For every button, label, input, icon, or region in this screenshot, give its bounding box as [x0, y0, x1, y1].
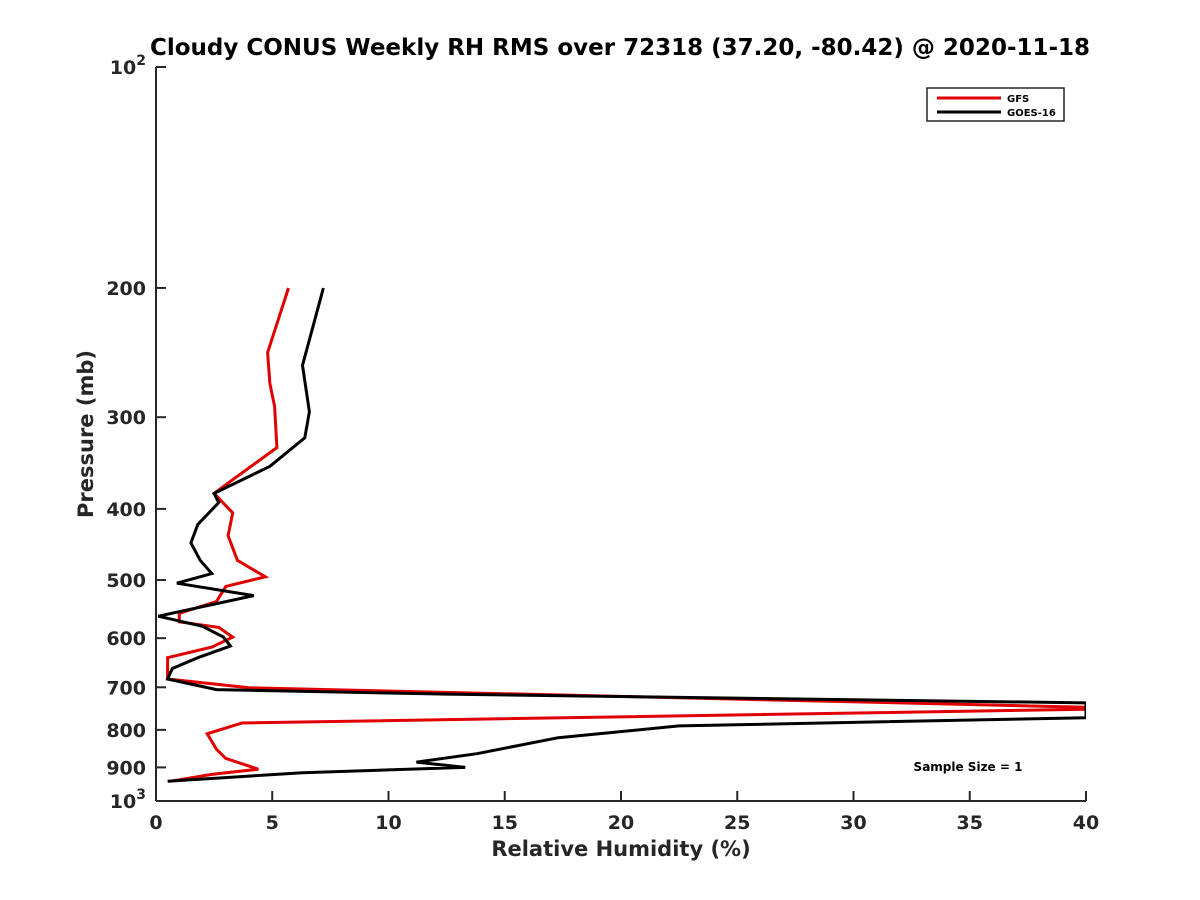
chart-title: Cloudy CONUS Weekly RH RMS over 72318 (3…: [150, 35, 1090, 61]
y-tick-label: 400: [106, 499, 146, 521]
legend: GFS GOES-16: [926, 87, 1065, 122]
y-tick-label: 103: [110, 787, 146, 813]
legend-label-goes-16: GOES-16: [1007, 108, 1056, 119]
y-axis-label: Pressure (mb): [74, 350, 98, 518]
y-tick-label: 800: [106, 720, 146, 742]
y-tick-label: 600: [106, 628, 146, 650]
series-line-goes-16: [157, 287, 1086, 783]
x-tick-label: 30: [840, 812, 866, 834]
x-tick-label: 20: [608, 812, 634, 834]
y-tick-label: 300: [106, 407, 146, 429]
x-tick-label: 5: [266, 812, 279, 834]
x-tick-label: 15: [492, 812, 518, 834]
series-layer: [157, 287, 1086, 783]
x-tick-label: 10: [375, 812, 401, 834]
x-tick-label: 0: [149, 812, 162, 834]
plot-area: [156, 67, 1086, 801]
y-tick-label: 102: [110, 53, 146, 79]
y-tick-label: 500: [106, 570, 146, 592]
x-tick-label: 35: [957, 812, 983, 834]
y-tick-label: 900: [106, 757, 146, 779]
x-tick-label: 25: [724, 812, 750, 834]
axes-layer: 0 5 10 15 20 25 30 35 40 102 200 300 400 500 600 700 800…: [106, 53, 1099, 834]
x-axis-label: Relative Humidity (%): [491, 837, 750, 861]
y-tick-label: 700: [106, 677, 146, 699]
y-tick-label: 200: [106, 278, 146, 300]
legend-box: [926, 87, 1065, 122]
x-tick-label: 40: [1073, 812, 1099, 834]
sample-size-annotation: Sample Size = 1: [914, 760, 1023, 774]
legend-label-gfs: GFS: [1007, 94, 1029, 105]
